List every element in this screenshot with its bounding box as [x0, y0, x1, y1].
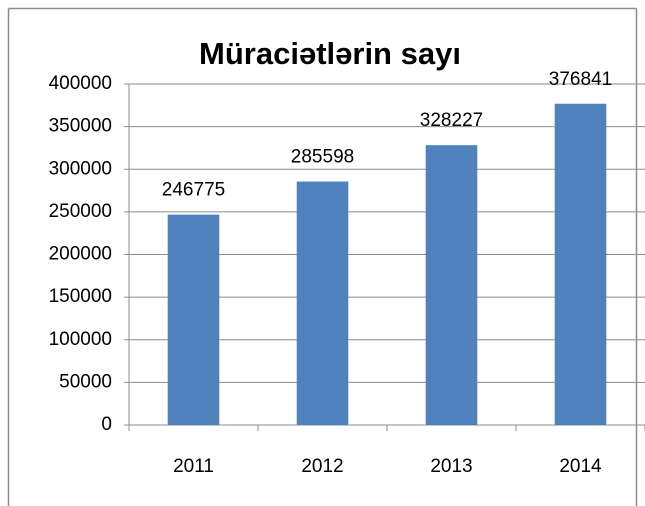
y-tick-label: 300000: [49, 158, 112, 179]
y-tick-label: 0: [101, 414, 112, 435]
y-tick-label: 100000: [49, 329, 112, 350]
data-label: 376841: [549, 69, 612, 90]
y-tick-label: 150000: [49, 286, 112, 307]
chart-title: Müraciətlərin sayı: [199, 36, 461, 71]
x-tick-label: 2013: [430, 456, 472, 477]
y-tick-label: 350000: [49, 116, 112, 137]
y-tick-label: 250000: [49, 201, 112, 222]
y-tick-label: 200000: [49, 244, 112, 265]
x-tick-label: 2014: [559, 456, 602, 477]
data-label: 285598: [291, 147, 354, 168]
bar: [425, 145, 478, 426]
bar: [296, 181, 349, 425]
y-tick-label: 50000: [59, 371, 112, 392]
chart-border: [7, 7, 638, 506]
bar: [554, 103, 607, 426]
data-label: 246775: [162, 180, 225, 201]
data-label: 328227: [420, 110, 483, 131]
x-tick-label: 2011: [173, 456, 214, 477]
y-tick-label: 400000: [49, 73, 112, 94]
bar: [167, 214, 220, 425]
x-tick-label: 2012: [301, 456, 343, 477]
